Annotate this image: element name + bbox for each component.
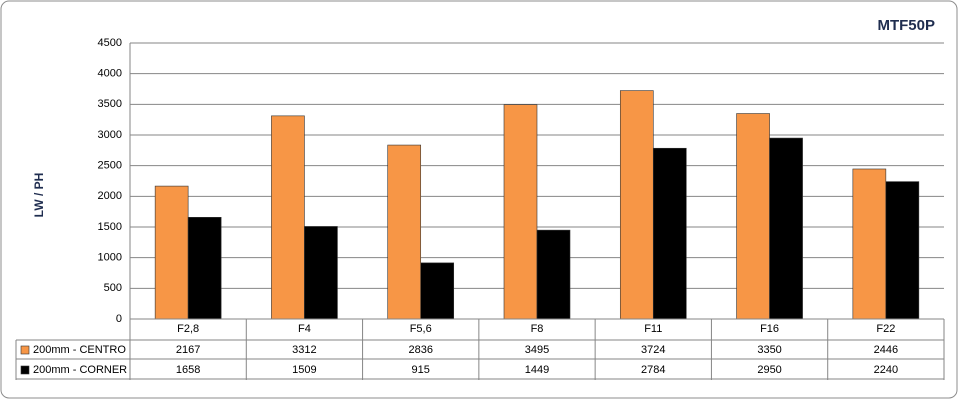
y-tick-label: 500 <box>104 282 122 294</box>
table-value: 3495 <box>525 344 549 356</box>
y-tick-label: 2500 <box>98 160 122 172</box>
bar <box>387 144 422 320</box>
x-tick-label: F4 <box>298 323 311 335</box>
bar <box>536 229 571 320</box>
y-tick-label: 4000 <box>98 68 122 80</box>
y-tick-label: 3500 <box>98 98 122 110</box>
bar <box>187 217 222 320</box>
bar <box>852 168 887 320</box>
y-tick-label: 1500 <box>98 221 122 233</box>
table-value: 2784 <box>641 364 665 376</box>
y-tick-label: 0 <box>116 313 122 325</box>
table-value: 2446 <box>874 344 898 356</box>
x-tick-label: F8 <box>531 323 544 335</box>
bar <box>271 115 305 320</box>
bar <box>736 113 770 320</box>
table-value: 3724 <box>641 344 665 356</box>
y-axis-label: LW / PH <box>32 173 46 218</box>
y-tick-label: 1000 <box>98 252 122 264</box>
legend-swatch <box>20 365 30 375</box>
table-value: 3350 <box>757 344 781 356</box>
x-tick-label: F22 <box>876 323 895 335</box>
x-tick-label: F16 <box>760 323 779 335</box>
legend-label: 200mm - CORNER <box>33 364 127 376</box>
x-tick-label: F11 <box>644 323 662 335</box>
x-tick-label: F5,6 <box>410 323 432 335</box>
table-value: 3312 <box>292 344 316 356</box>
y-tick-label: 2000 <box>98 190 122 202</box>
bar <box>420 262 455 320</box>
bar <box>885 181 920 320</box>
table-value: 2240 <box>874 364 898 376</box>
x-tick-label: F2,8 <box>177 323 199 335</box>
bar <box>304 226 338 320</box>
table-value: 1449 <box>525 364 549 376</box>
bar <box>503 104 538 320</box>
legend-swatch <box>20 345 30 355</box>
table-value: 1509 <box>292 364 316 376</box>
table-value: 2836 <box>408 344 432 356</box>
table-value: 1658 <box>176 364 200 376</box>
bar <box>154 185 189 320</box>
y-tick-label: 4500 <box>98 37 122 49</box>
bar <box>619 90 654 320</box>
bar <box>652 147 687 320</box>
chart-title: MTF50P <box>877 17 935 34</box>
table-value: 915 <box>412 364 430 376</box>
y-tick-label: 3000 <box>98 129 122 141</box>
legend-label: 200mm - CENTRO <box>33 344 126 356</box>
bar <box>769 137 803 320</box>
table-value: 2167 <box>176 344 200 356</box>
table-value: 2950 <box>757 364 781 376</box>
